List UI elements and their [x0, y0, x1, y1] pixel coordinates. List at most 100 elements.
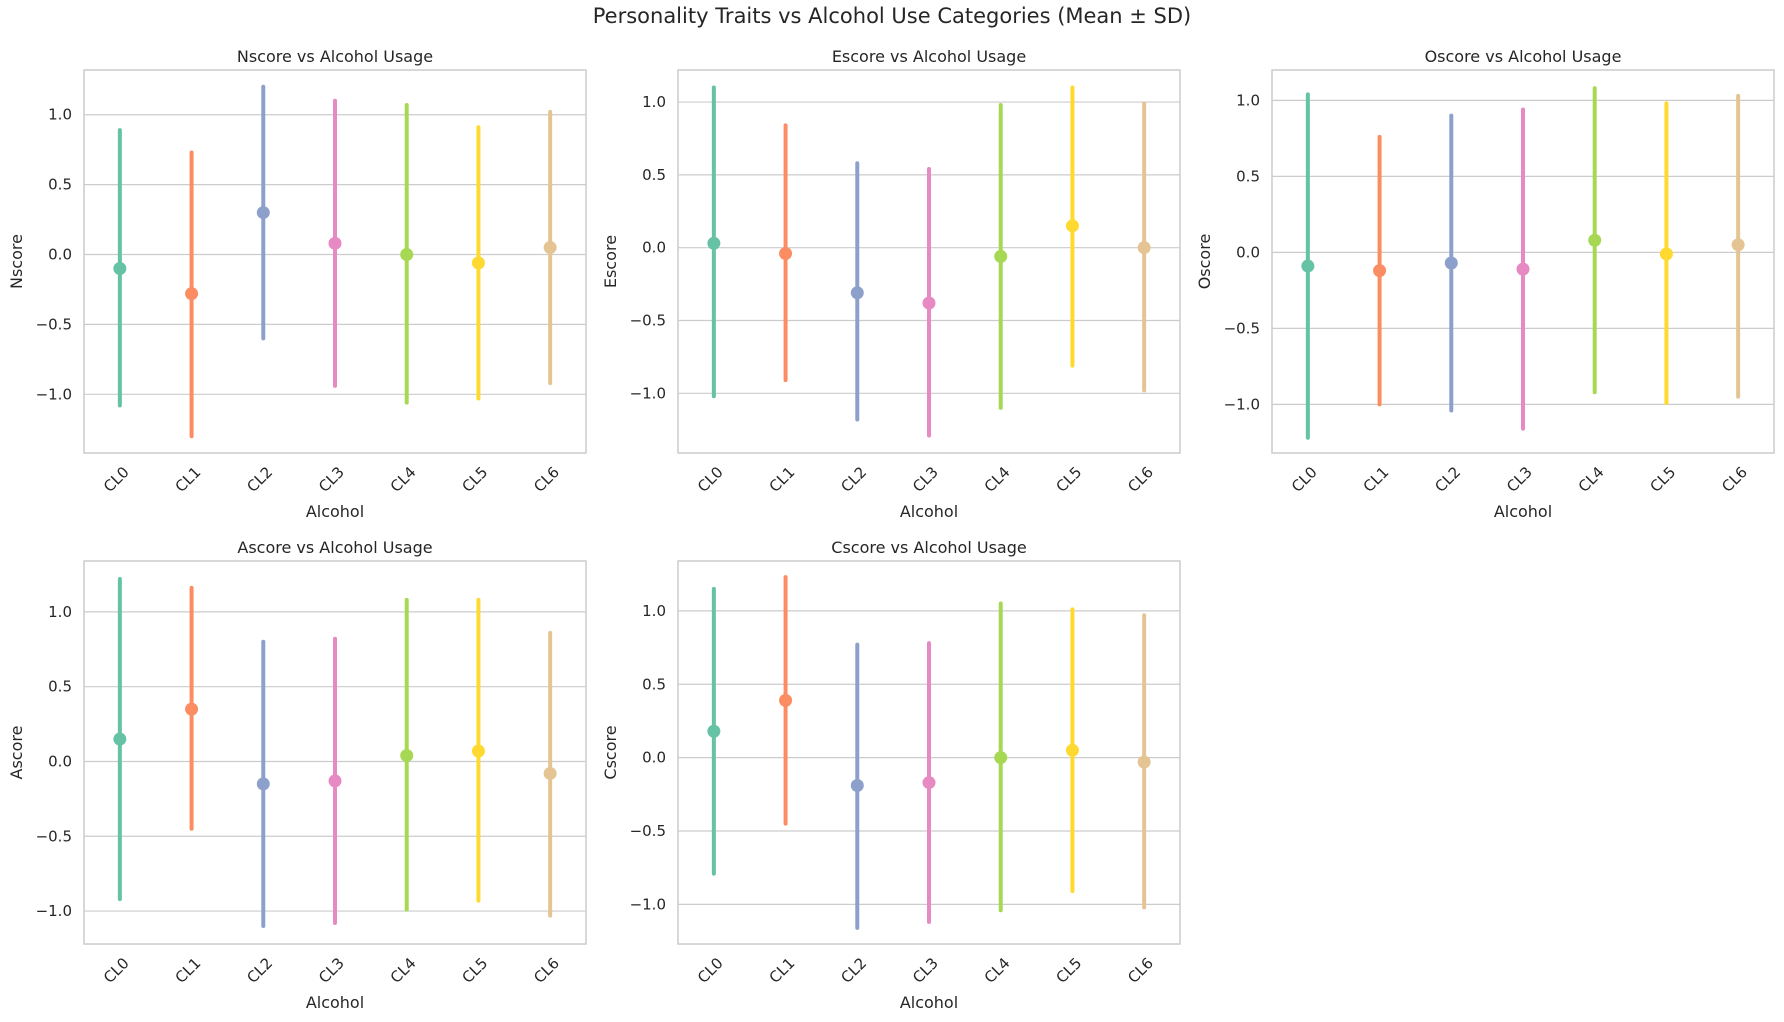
mean-point-cl1	[779, 246, 793, 260]
y-tick-label: 0.5	[48, 678, 72, 696]
x-tick-label: CL6	[1718, 463, 1751, 496]
mean-point-cl3	[1516, 262, 1530, 276]
y-tick-label: −0.5	[36, 315, 72, 333]
y-tick-label: 0.0	[48, 246, 72, 264]
x-axis-label: Alcohol	[900, 502, 958, 521]
subplot-title: Nscore vs Alcohol Usage	[237, 47, 433, 66]
mean-point-cl4	[400, 248, 414, 262]
x-axis-label: Alcohol	[306, 993, 364, 1012]
y-tick-label: 1.0	[642, 602, 666, 620]
y-axis-label: Cscore	[601, 725, 620, 779]
x-tick-label: CL4	[981, 954, 1014, 987]
y-tick-label: 0.5	[642, 166, 666, 184]
x-tick-label: CL2	[243, 463, 276, 496]
x-tick-label: CL1	[766, 954, 799, 987]
mean-point-cl4	[400, 748, 414, 762]
x-axis-label: Alcohol	[900, 993, 958, 1012]
x-tick-label: CL2	[243, 954, 276, 987]
mean-point-cl3	[922, 296, 936, 310]
x-tick-label: CL0	[694, 463, 727, 496]
mean-point-cl3	[328, 774, 342, 788]
y-tick-label: −0.5	[630, 311, 666, 329]
subplot-escore: −1.0 −0.5 0.0 0.5 1.0 CL0 CL1 CL2 CL3 CL4 CL5 CL6 Es…	[601, 47, 1181, 521]
subplot-title: Oscore vs Alcohol Usage	[1425, 47, 1622, 66]
x-tick-label: CL2	[837, 954, 870, 987]
mean-point-cl2	[850, 286, 864, 300]
mean-point-cl6	[1137, 241, 1151, 255]
mean-point-cl6	[1731, 238, 1745, 252]
y-tick-label: −1.0	[630, 384, 666, 402]
x-tick-label: CL1	[172, 954, 205, 987]
axes-frame	[1271, 69, 1775, 454]
y-axis-label: Ascore	[7, 726, 26, 780]
mean-point-cl4	[1588, 233, 1602, 247]
x-tick-label: CL5	[1052, 463, 1085, 496]
x-tick-label: CL5	[458, 463, 491, 496]
x-tick-label: CL3	[909, 954, 942, 987]
x-tick-label: CL1	[766, 463, 799, 496]
mean-point-cl6	[543, 766, 557, 780]
y-tick-label: 1.0	[642, 93, 666, 111]
x-axis-label: Alcohol	[1494, 502, 1552, 521]
y-tick-label: −0.5	[36, 827, 72, 845]
figure-title: Personality Traits vs Alcohol Use Catego…	[592, 4, 1192, 28]
mean-point-cl1	[185, 287, 199, 301]
y-tick-label: 0.0	[1236, 243, 1260, 261]
x-tick-label: CL0	[1288, 463, 1321, 496]
x-tick-label: CL3	[315, 463, 348, 496]
mean-point-cl3	[328, 236, 342, 250]
axes-frame	[677, 560, 1181, 945]
x-tick-label: CL4	[1575, 463, 1608, 496]
mean-point-cl1	[779, 693, 793, 707]
mean-point-cl1	[185, 702, 199, 716]
mean-point-cl6	[543, 241, 557, 255]
y-tick-label: 0.0	[48, 752, 72, 770]
x-tick-label: CL4	[387, 463, 420, 496]
y-tick-label: 0.5	[48, 176, 72, 194]
mean-point-cl0	[707, 724, 721, 738]
y-tick-label: 1.0	[48, 106, 72, 124]
x-tick-label: CL6	[1124, 954, 1157, 987]
subplot-oscore: −1.0 −0.5 0.0 0.5 1.0 CL0 CL1 CL2 CL3 CL4 CL5 CL6 Os…	[1195, 47, 1775, 521]
mean-point-cl2	[256, 206, 270, 220]
mean-point-cl1	[1373, 264, 1387, 278]
mean-point-cl3	[922, 776, 936, 790]
x-tick-label: CL3	[315, 954, 348, 987]
mean-point-cl5	[471, 256, 485, 270]
x-tick-label: CL6	[530, 463, 563, 496]
subplot-cscore: −1.0 −0.5 0.0 0.5 1.0 CL0 CL1 CL2 CL3 CL4 CL5 CL6 Cs…	[601, 538, 1181, 1012]
x-tick-label: CL5	[1052, 954, 1085, 987]
axes-frame	[83, 69, 587, 454]
y-tick-label: 1.0	[1236, 91, 1260, 109]
y-tick-label: −1.0	[36, 902, 72, 920]
mean-point-cl2	[850, 779, 864, 793]
y-tick-label: −0.5	[630, 822, 666, 840]
y-tick-label: −1.0	[36, 385, 72, 403]
x-tick-label: CL5	[458, 954, 491, 987]
mean-point-cl4	[994, 751, 1008, 765]
y-axis-label: Oscore	[1195, 234, 1214, 290]
y-axis-label: Nscore	[7, 234, 26, 289]
x-tick-label: CL3	[1503, 463, 1536, 496]
mean-point-cl2	[1444, 256, 1458, 270]
x-tick-label: CL0	[694, 954, 727, 987]
mean-point-cl5	[471, 744, 485, 758]
mean-point-cl4	[994, 249, 1008, 263]
x-tick-label: CL5	[1646, 463, 1679, 496]
mean-point-cl0	[113, 732, 127, 746]
mean-point-cl5	[1659, 247, 1673, 261]
subplot-nscore: −1.0 −0.5 0.0 0.5 1.0 CL0 CL1 CL2 CL3 CL4 CL5 CL6 Ns…	[7, 47, 587, 521]
x-tick-label: CL1	[172, 463, 205, 496]
x-tick-label: CL1	[1360, 463, 1393, 496]
mean-point-cl2	[256, 777, 270, 791]
mean-point-cl6	[1137, 755, 1151, 769]
y-tick-label: −0.5	[1224, 319, 1260, 337]
x-tick-label: CL3	[909, 463, 942, 496]
x-tick-label: CL6	[1124, 463, 1157, 496]
x-tick-label: CL4	[387, 954, 420, 987]
mean-point-cl0	[1301, 259, 1315, 273]
subplot-title: Cscore vs Alcohol Usage	[831, 538, 1026, 557]
y-tick-label: −1.0	[1224, 395, 1260, 413]
y-tick-label: −1.0	[630, 895, 666, 913]
